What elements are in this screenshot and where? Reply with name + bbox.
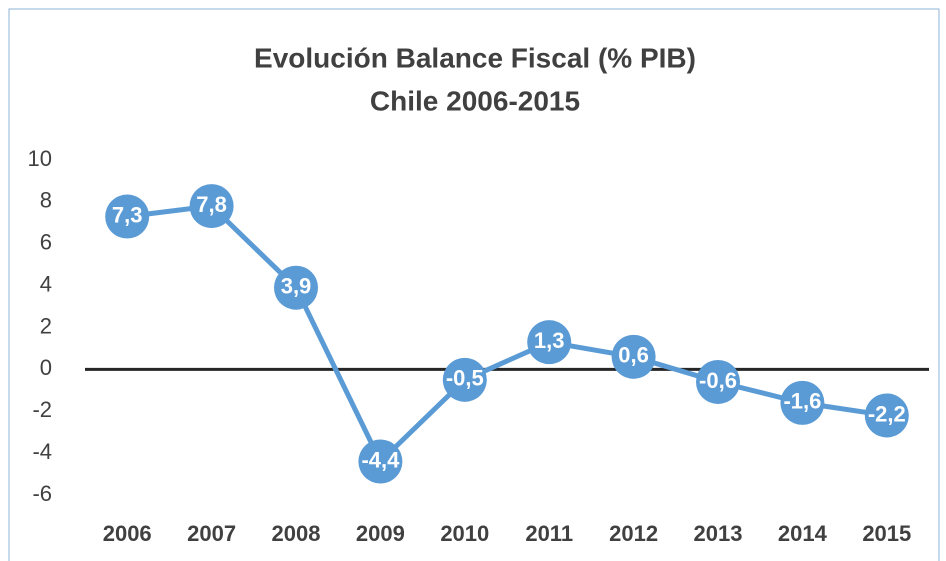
x-tick-label: 2008 [272, 521, 321, 546]
x-tick-label: 2007 [187, 521, 236, 546]
data-label: -4,4 [361, 447, 400, 472]
data-line [126, 203, 888, 466]
data-point [274, 265, 318, 310]
y-tick-label: -2 [32, 397, 52, 422]
data-label: -0,5 [446, 366, 484, 391]
data-point [864, 393, 909, 438]
chart-frame [8, 8, 940, 561]
chart-title: Evolución Balance Fiscal (% PIB) [254, 42, 696, 73]
data-point [358, 439, 403, 484]
data-point [189, 184, 234, 229]
y-tick-label: 2 [40, 313, 52, 338]
x-tick-label: 2012 [609, 521, 658, 546]
data-label: 3,9 [281, 274, 312, 299]
x-tick-label: 2009 [356, 521, 405, 546]
data-point [105, 194, 150, 239]
y-tick-label: 4 [40, 271, 52, 296]
y-tick-label: -6 [32, 481, 52, 506]
x-tick-label: 2014 [778, 521, 828, 546]
data-point [780, 380, 825, 425]
data-label: 7,3 [112, 202, 143, 227]
data-label: 1,3 [534, 328, 565, 353]
y-tick-label: 8 [40, 188, 52, 213]
chart-subtitle: Chile 2006-2015 [370, 85, 580, 116]
data-point [442, 357, 487, 402]
x-tick-label: 2013 [694, 521, 743, 546]
y-tick-label: 10 [28, 146, 52, 171]
x-tick-label: 2011 [525, 521, 573, 546]
x-tick-label: 2015 [862, 521, 911, 546]
data-label: -2,2 [868, 401, 906, 426]
data-point [611, 334, 656, 379]
data-label: -0,6 [699, 368, 737, 393]
data-point [696, 359, 740, 404]
x-tick-label: 2010 [440, 521, 489, 546]
data-label: -1,6 [783, 389, 821, 414]
y-tick-label: -4 [32, 439, 52, 464]
data-label: 7,8 [196, 192, 227, 217]
y-tick-label: 0 [40, 355, 52, 380]
data-label: 0,6 [618, 343, 649, 368]
x-tick-label: 2006 [103, 521, 152, 546]
data-point [527, 320, 572, 365]
y-tick-label: 6 [40, 230, 52, 255]
